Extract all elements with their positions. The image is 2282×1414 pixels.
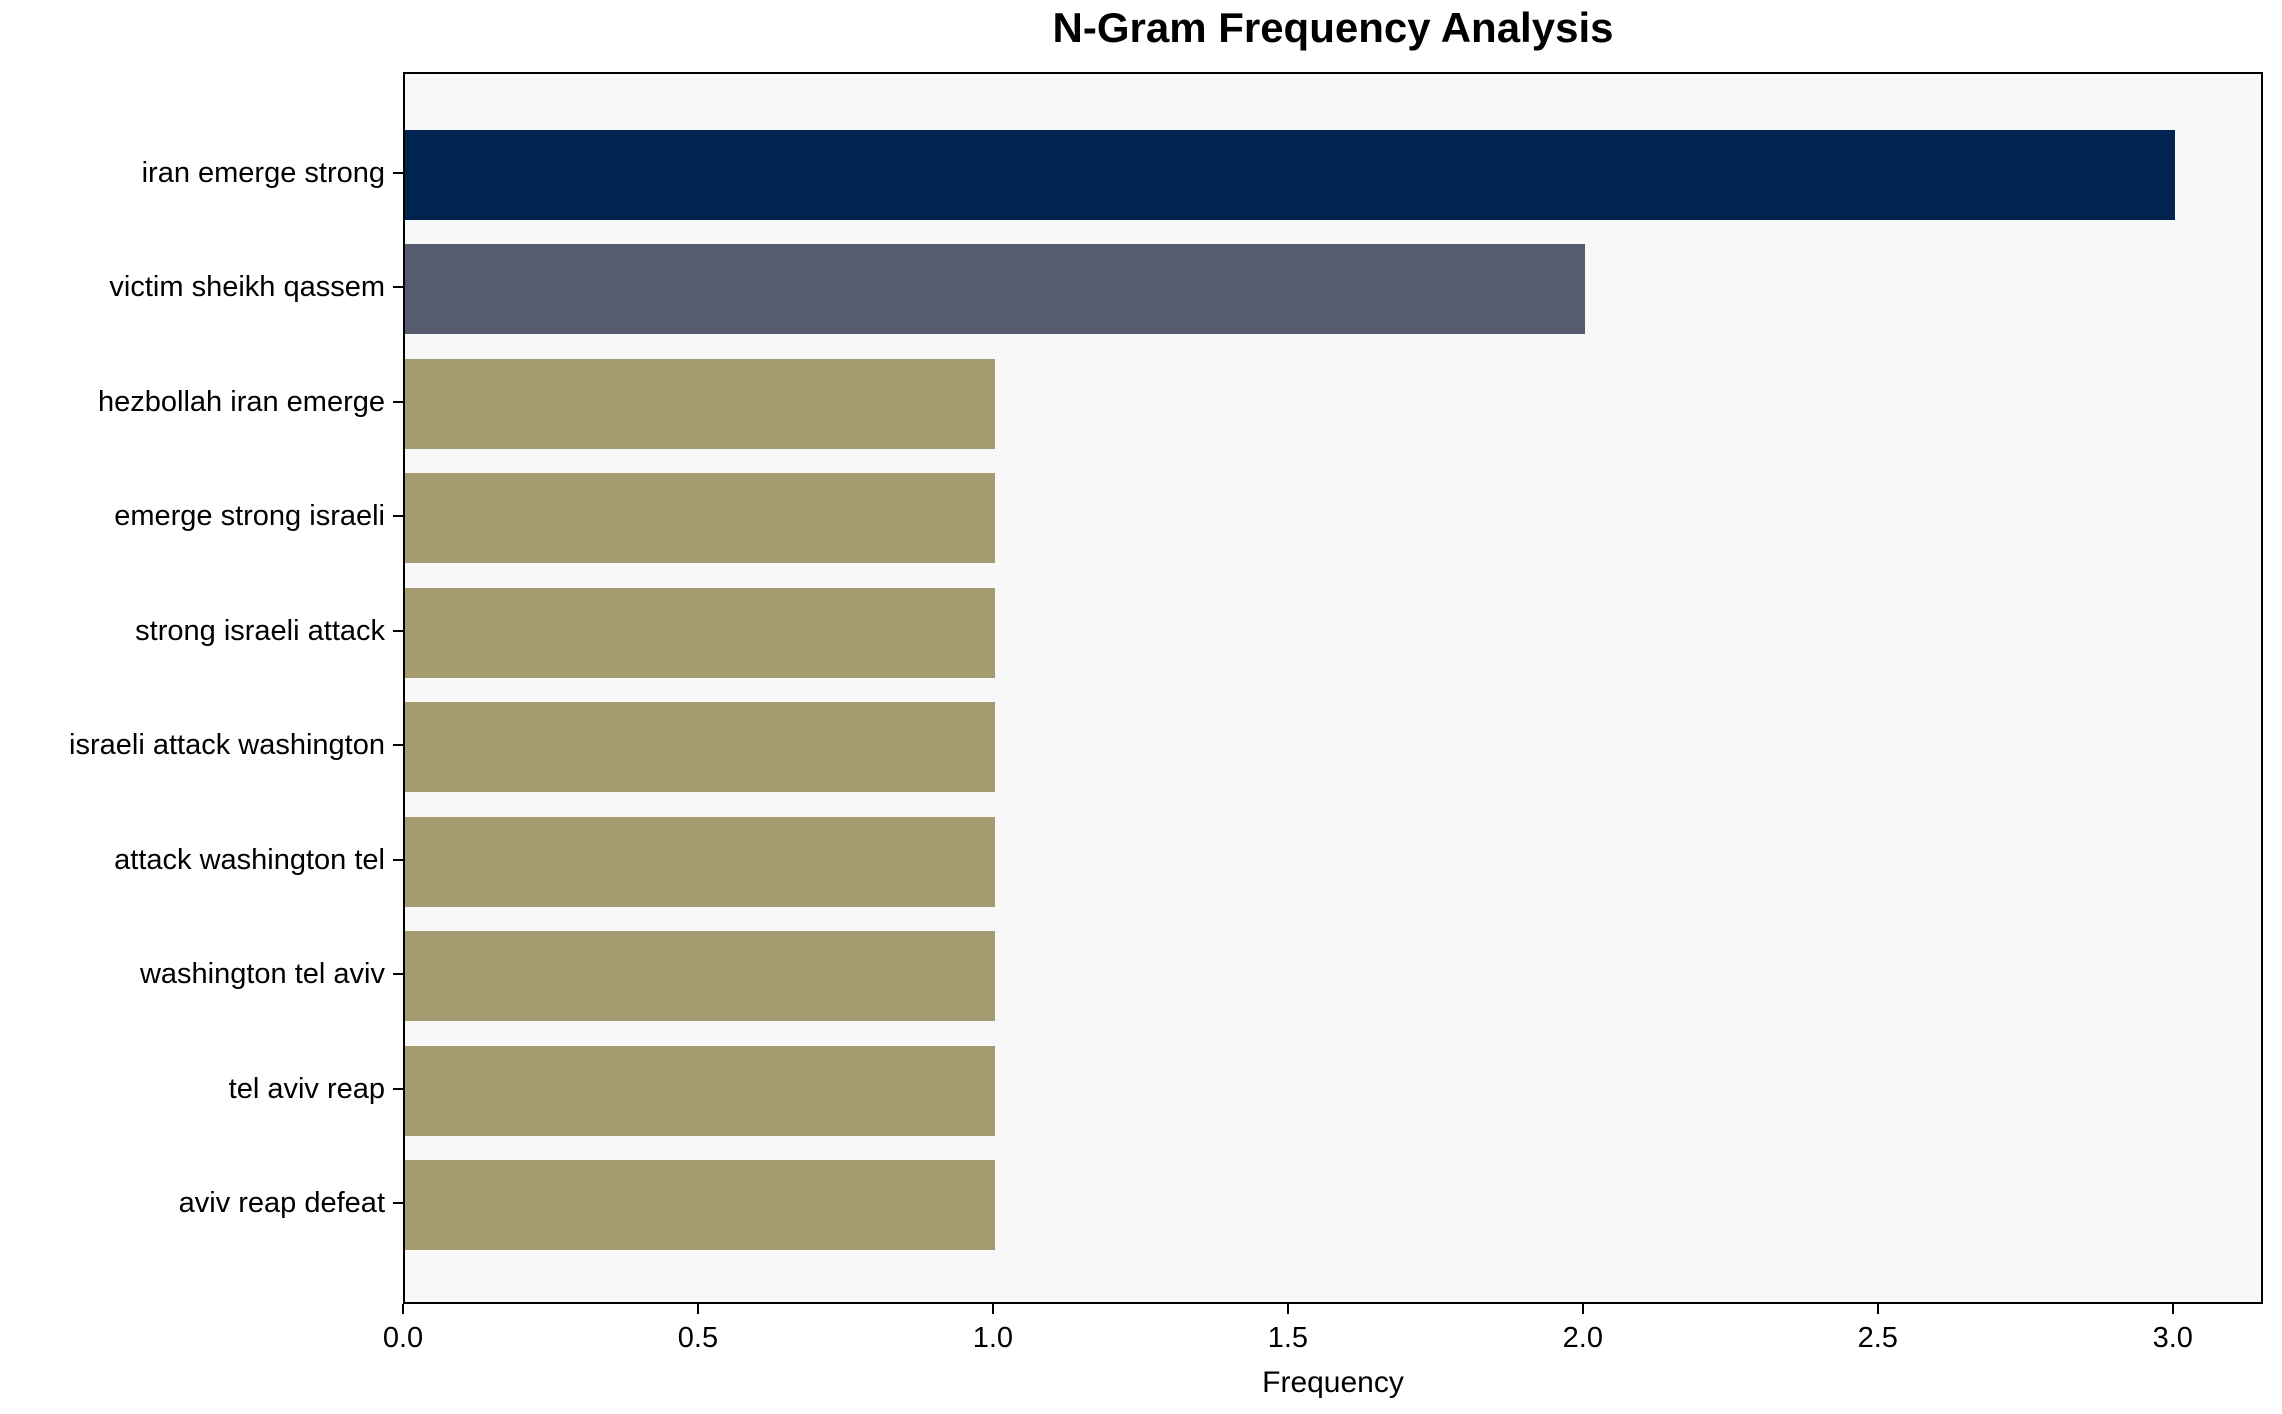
- bar-washington-tel-aviv: [405, 931, 995, 1022]
- x-tick-label-3.0: 3.0: [2152, 1322, 2193, 1354]
- x-tick-label-1.5: 1.5: [1267, 1322, 1309, 1354]
- plot-area: [403, 72, 2263, 1304]
- y-tick-0: [393, 172, 403, 174]
- y-tick-4: [393, 629, 403, 632]
- bar-iran-emerge-strong: [405, 130, 2175, 220]
- bar-strong-israeli-attack: [405, 587, 995, 678]
- y-label-1: victim sheikh qassem: [109, 271, 385, 304]
- x-tick-label-0.5: 0.5: [677, 1322, 719, 1354]
- x-tick-0.5: [696, 1304, 699, 1314]
- y-tick-8: [393, 1087, 403, 1090]
- y-label-8: tel aviv reap: [228, 1072, 385, 1105]
- bar-tel-aviv-reap: [405, 1045, 995, 1136]
- bar-israeli-attack-washington: [405, 702, 995, 793]
- x-tick-2.5: [1876, 1304, 1879, 1314]
- bar-victim-sheikh-qassem: [405, 244, 1585, 335]
- bar-hezbollah-iran-emerge: [405, 358, 995, 449]
- bar-emerge-strong-israeli: [405, 473, 995, 564]
- y-tick-7: [393, 973, 403, 976]
- x-tick-label-0.0: 0.0: [382, 1322, 424, 1354]
- y-tick-2: [393, 400, 403, 403]
- x-tick-1.0: [991, 1304, 994, 1314]
- y-label-0: iran emerge strong: [141, 157, 385, 189]
- y-label-5: israeli attack washington: [69, 729, 385, 762]
- x-tick-0.0: [402, 1304, 404, 1314]
- bar-aviv-reap-defeat: [405, 1159, 995, 1250]
- y-label-4: strong israeli attack: [135, 614, 385, 647]
- y-label-2: hezbollah iran emerge: [98, 385, 385, 418]
- bar-attack-washington-tel: [405, 816, 995, 907]
- x-tick-label-2.0: 2.0: [1562, 1322, 1603, 1354]
- x-axis-title: Frequency: [1262, 1366, 1404, 1399]
- y-label-3: emerge strong israeli: [114, 500, 385, 533]
- x-tick-1.5: [1286, 1304, 1289, 1314]
- chart-title: N-Gram Frequency Analysis: [1052, 4, 1614, 51]
- y-tick-9: [393, 1201, 403, 1204]
- x-tick-label-2.5: 2.5: [1857, 1322, 1898, 1354]
- y-label-7: washington tel aviv: [139, 958, 385, 991]
- y-tick-1: [393, 286, 403, 289]
- y-tick-6: [393, 858, 403, 861]
- x-tick-label-1.0: 1.0: [972, 1322, 1014, 1354]
- y-label-9: aviv reap defeat: [178, 1186, 385, 1219]
- y-label-6: attack washington tel: [114, 843, 385, 876]
- x-tick-3.0: [2171, 1304, 2174, 1314]
- y-tick-3: [393, 515, 403, 518]
- y-tick-5: [393, 744, 403, 747]
- x-tick-2.0: [1581, 1304, 1584, 1314]
